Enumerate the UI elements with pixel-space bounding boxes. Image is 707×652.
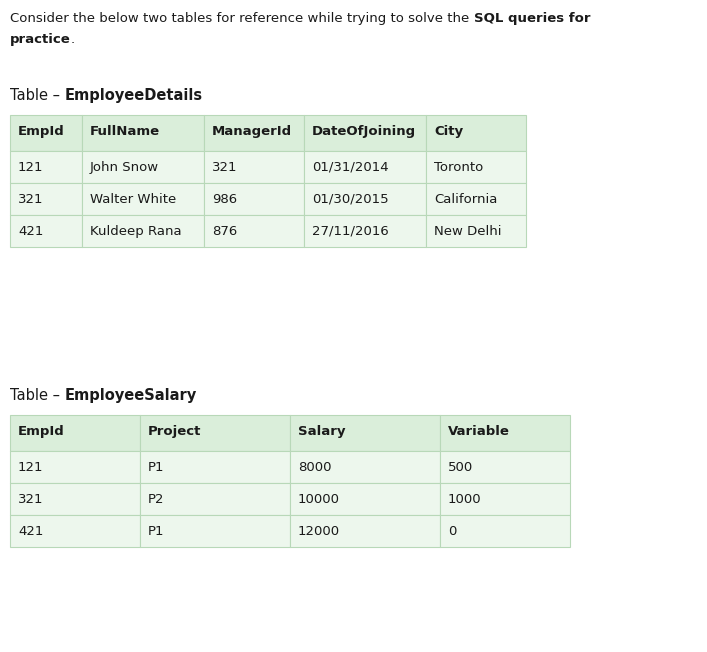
Text: 321: 321 <box>18 493 44 506</box>
Bar <box>10 515 140 547</box>
Text: 01/31/2014: 01/31/2014 <box>312 161 389 174</box>
Bar <box>290 515 440 547</box>
Text: Project: Project <box>148 425 201 438</box>
Bar <box>10 115 82 151</box>
Text: Variable: Variable <box>448 425 510 438</box>
Text: Kuldeep Rana: Kuldeep Rana <box>90 225 182 238</box>
Text: 10000: 10000 <box>298 493 340 506</box>
Text: EmpId: EmpId <box>18 425 65 438</box>
Text: 121: 121 <box>18 461 44 474</box>
Bar <box>140 415 290 451</box>
Text: practice: practice <box>10 33 71 46</box>
Text: Consider the below two tables for reference while trying to solve the: Consider the below two tables for refere… <box>10 12 474 25</box>
Text: .: . <box>71 33 75 46</box>
Text: P1: P1 <box>148 461 165 474</box>
Bar <box>426 115 526 151</box>
Bar <box>440 515 570 547</box>
Bar <box>290 483 440 515</box>
Bar <box>304 115 426 151</box>
Bar <box>82 115 204 151</box>
Text: 876: 876 <box>212 225 238 238</box>
Bar <box>140 483 290 515</box>
Bar <box>440 415 570 451</box>
Text: 321: 321 <box>212 161 238 174</box>
Bar <box>10 151 82 183</box>
Bar <box>426 183 526 215</box>
Bar <box>82 215 204 247</box>
Text: Table –: Table – <box>10 88 64 103</box>
Text: Toronto: Toronto <box>434 161 484 174</box>
Text: EmployeeSalary: EmployeeSalary <box>64 388 197 403</box>
Text: P2: P2 <box>148 493 165 506</box>
Text: 8000: 8000 <box>298 461 332 474</box>
Bar <box>82 183 204 215</box>
Bar <box>204 151 304 183</box>
Text: 27/11/2016: 27/11/2016 <box>312 225 389 238</box>
Bar <box>304 215 426 247</box>
Bar <box>290 451 440 483</box>
Text: 0: 0 <box>448 525 457 538</box>
Text: California: California <box>434 193 498 206</box>
Text: Salary: Salary <box>298 425 346 438</box>
Text: 12000: 12000 <box>298 525 340 538</box>
Bar <box>140 451 290 483</box>
Bar <box>10 451 140 483</box>
Text: 1000: 1000 <box>448 493 481 506</box>
Bar <box>140 515 290 547</box>
Bar <box>10 415 140 451</box>
Bar <box>440 451 570 483</box>
Text: P1: P1 <box>148 525 165 538</box>
Text: 121: 121 <box>18 161 44 174</box>
Text: City: City <box>434 125 463 138</box>
Text: 500: 500 <box>448 461 473 474</box>
Text: New Delhi: New Delhi <box>434 225 501 238</box>
Bar <box>204 183 304 215</box>
Bar <box>304 183 426 215</box>
Bar <box>304 151 426 183</box>
Text: 421: 421 <box>18 525 43 538</box>
Text: Table –: Table – <box>10 388 64 403</box>
Bar <box>440 483 570 515</box>
Text: 986: 986 <box>212 193 237 206</box>
Bar <box>290 415 440 451</box>
Bar <box>426 215 526 247</box>
Text: SQL queries for: SQL queries for <box>474 12 590 25</box>
Text: 321: 321 <box>18 193 44 206</box>
Bar <box>204 215 304 247</box>
Text: ManagerId: ManagerId <box>212 125 292 138</box>
Text: 01/30/2015: 01/30/2015 <box>312 193 389 206</box>
Bar <box>204 115 304 151</box>
Text: EmployeeDetails: EmployeeDetails <box>64 88 203 103</box>
Text: John Snow: John Snow <box>90 161 159 174</box>
Text: DateOfJoining: DateOfJoining <box>312 125 416 138</box>
Text: Walter White: Walter White <box>90 193 176 206</box>
Bar <box>82 151 204 183</box>
Text: 421: 421 <box>18 225 43 238</box>
Bar <box>10 215 82 247</box>
Bar <box>10 183 82 215</box>
Text: EmpId: EmpId <box>18 125 65 138</box>
Bar <box>426 151 526 183</box>
Text: FullName: FullName <box>90 125 160 138</box>
Bar <box>10 483 140 515</box>
